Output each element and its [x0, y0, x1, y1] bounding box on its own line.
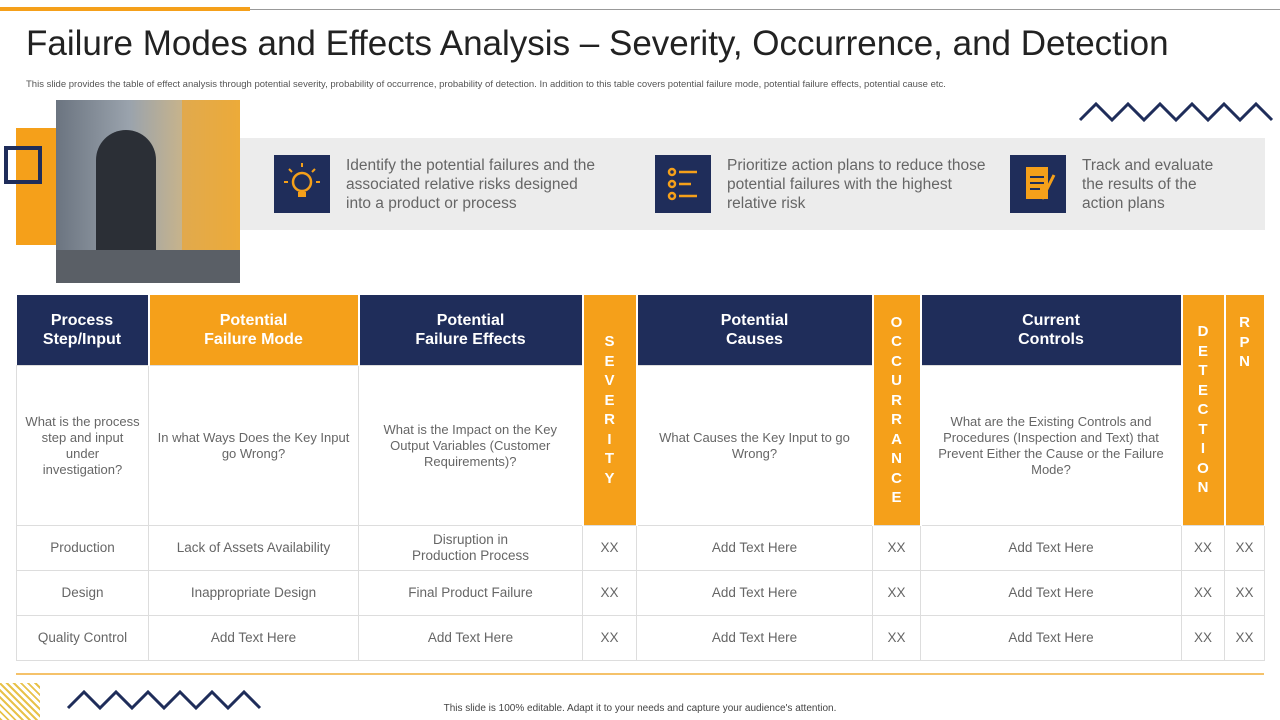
table-cell: Final Product Failure [358, 570, 583, 616]
table-cell: XX [1181, 570, 1225, 616]
table-cell: Disruption in Production Process [358, 525, 583, 571]
header-cell: RPN [1239, 314, 1250, 370]
table-cell: Add Text Here [920, 570, 1182, 616]
icon-list [655, 155, 711, 213]
table-cell: Add Text Here [358, 615, 583, 661]
table-cell: XX [1181, 615, 1225, 661]
description-cell: What is the Impact on the Key Output Var… [358, 365, 583, 526]
header-cell: Process Step/Input [16, 295, 149, 366]
table-cell: Lack of Assets Availability [148, 525, 359, 571]
table-cell: Add Text Here [920, 615, 1182, 661]
description-cell: What is the process step and input under… [16, 365, 149, 526]
zigzag [66, 689, 262, 711]
table-cell: XX [582, 615, 637, 661]
table-cell: Design [16, 570, 149, 616]
table-cell: XX [1181, 525, 1225, 571]
table-cell: Add Text Here [636, 615, 873, 661]
table-cell: Add Text Here [636, 570, 873, 616]
table-cell: XX [582, 570, 637, 616]
table-row: Production Lack of Assets Availability Dis… [16, 525, 1265, 571]
table-cell: XX [1224, 615, 1265, 661]
table-rule [16, 673, 1264, 675]
zigzag [1078, 101, 1274, 123]
table-cell: Quality Control [16, 615, 149, 661]
top-rule [250, 9, 1280, 10]
description-cell: What Causes the Key Input to go Wrong? [636, 365, 873, 526]
fmea-table: Process Step/Input Potential Failure Mod… [16, 295, 1266, 661]
table-cell: Add Text Here [636, 525, 873, 571]
table-row: Design Inappropriate Design Final Product … [16, 570, 1265, 616]
header-cell: Potential Failure Effects [358, 295, 583, 366]
table-cell: XX [1224, 525, 1265, 571]
icon-bulb [274, 155, 330, 213]
header-cell: SEVERITY [604, 333, 615, 487]
square-outline [4, 146, 42, 184]
accent-bar [0, 7, 250, 11]
table-cell: XX [582, 525, 637, 571]
header-cell: Potential Failure Mode [147, 295, 360, 366]
photo [56, 100, 240, 283]
header-cell: OCCURRANCE [890, 313, 903, 507]
table-cell: XX [872, 615, 921, 661]
header-cell: Current Controls [920, 295, 1182, 366]
feature-text: Prioritize action plans to reduce those … [727, 157, 986, 212]
table-cell: Inappropriate Design [148, 570, 359, 616]
table-cell: Production [16, 525, 149, 571]
description-cell: In what Ways Does the Key Input go Wrong… [148, 365, 359, 526]
table-cell: XX [872, 525, 921, 571]
table-cell: Add Text Here [148, 615, 359, 661]
description-cell: What are the Existing Controls and Proce… [920, 365, 1182, 526]
title: Failure Modes and Effects Analysis – Sev… [26, 24, 1169, 63]
table-row: Quality Control Add Text Here Add Text Her… [16, 615, 1265, 661]
hatch [0, 683, 40, 720]
icon-clipboard [1010, 155, 1066, 213]
footer: This slide is 100% editable. Adapt it to… [443, 703, 837, 714]
table-cell: Add Text Here [920, 525, 1182, 571]
header-cell: Potential Causes [636, 295, 873, 366]
feature-text: Track and evaluate the results of the ac… [1082, 157, 1214, 212]
header-cell: DETECTION [1197, 323, 1209, 497]
feature-text: Identify the potential failures and the … [346, 157, 596, 212]
feature-band [240, 138, 1265, 230]
table-cell: XX [872, 570, 921, 616]
table-cell: XX [1224, 570, 1265, 616]
subtitle: This slide provides the table of effect … [26, 79, 946, 90]
